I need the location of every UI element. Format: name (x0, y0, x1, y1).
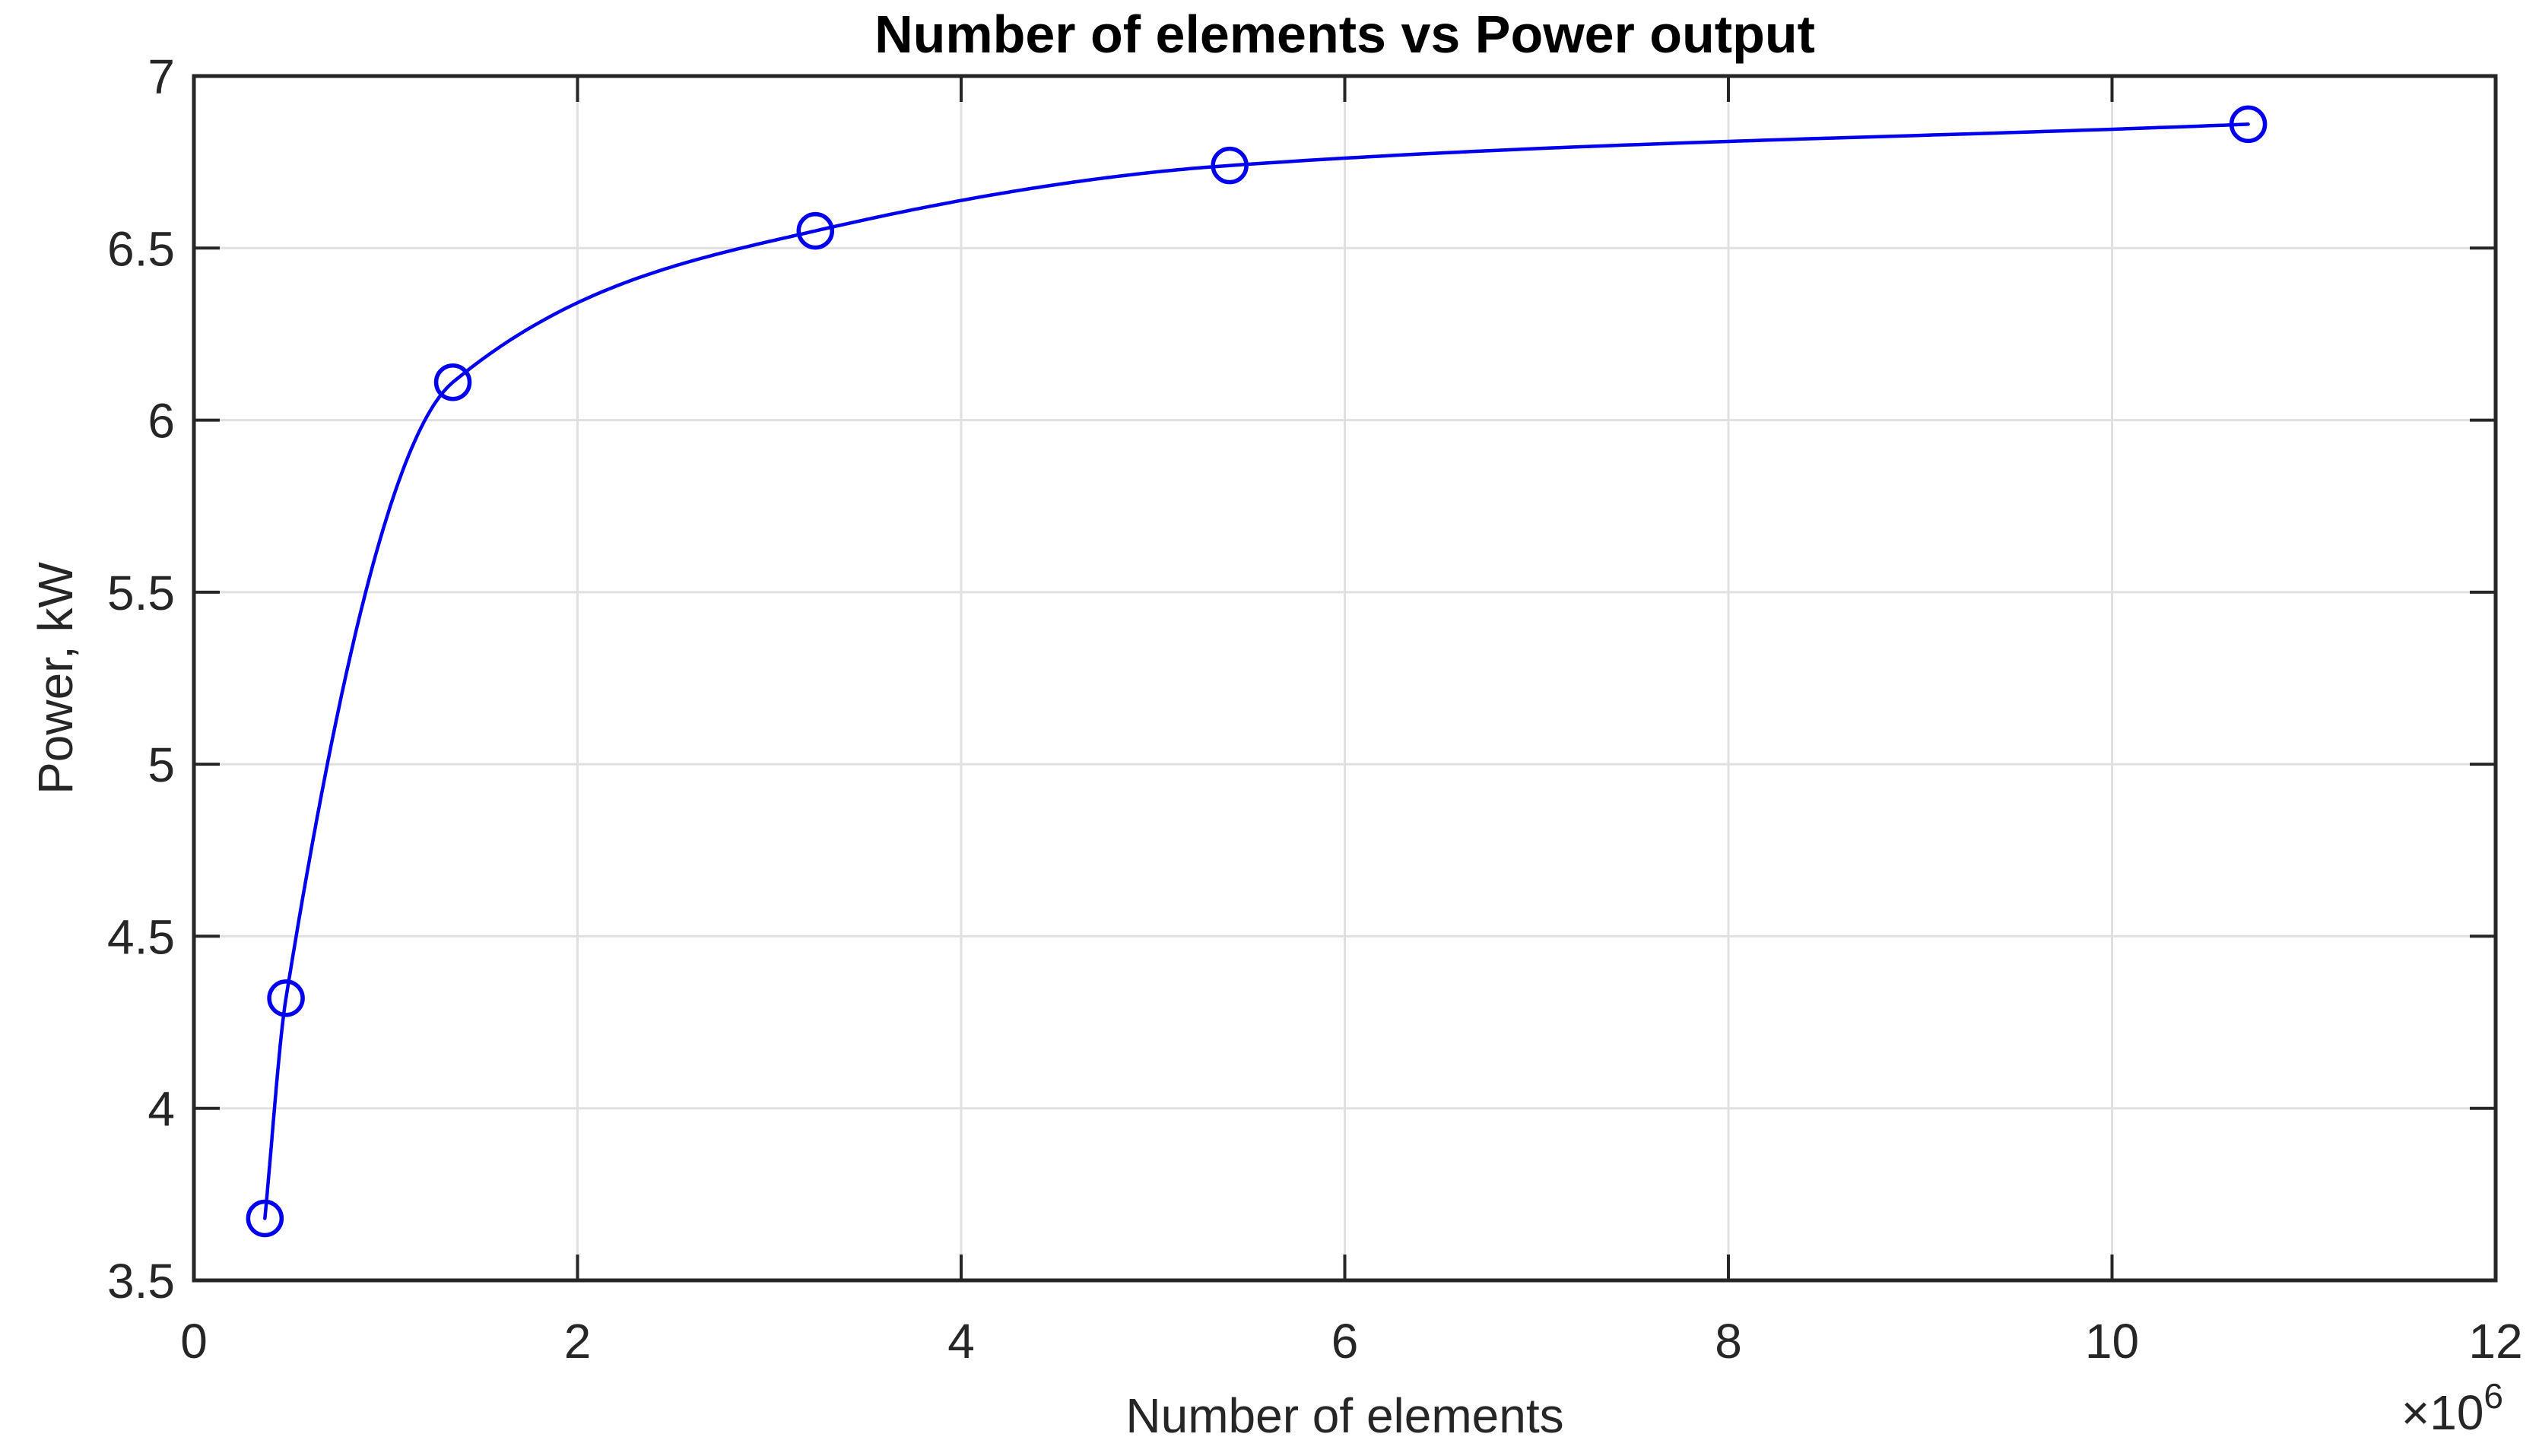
y-tick-label: 6.5 (107, 221, 175, 276)
y-tick-label: 5 (148, 738, 175, 792)
y-tick-label: 4.5 (107, 909, 175, 964)
data-point-marker (246, 1199, 284, 1238)
y-tick-label: 5.5 (107, 566, 175, 620)
x-tick-label: 6 (1331, 1314, 1359, 1369)
plot-box (192, 74, 2498, 1283)
data-point-marker (267, 979, 305, 1017)
y-axis-label: Power, kW (28, 562, 83, 795)
y-tick-label: 6 (148, 394, 175, 449)
x-axis-multiplier: ×106 (2401, 1378, 2503, 1440)
x-tick-label: 10 (2085, 1314, 2139, 1369)
y-tick-label: 3.5 (107, 1254, 175, 1308)
data-point-marker (796, 211, 835, 250)
data-point-marker (1211, 146, 1249, 185)
y-tick-label: 4 (148, 1082, 175, 1137)
x-tick-label: 2 (564, 1314, 592, 1369)
x-tick-label: 8 (1715, 1314, 1742, 1369)
x-tick-label: 0 (180, 1314, 208, 1369)
y-tick-label: 7 (148, 49, 175, 104)
x-axis-label: Number of elements (1125, 1388, 1564, 1443)
series-line (263, 122, 2250, 1220)
x-tick-label: 12 (2468, 1314, 2522, 1369)
x-tick-label: 4 (947, 1314, 975, 1369)
x-axis-multiplier-exponent: 6 (2483, 1376, 2503, 1416)
x-axis-multiplier-base: ×10 (2401, 1385, 2484, 1440)
chart-title: Number of elements vs Power output (874, 5, 1815, 64)
data-point-marker (433, 363, 472, 401)
data-point-marker (2229, 105, 2268, 144)
